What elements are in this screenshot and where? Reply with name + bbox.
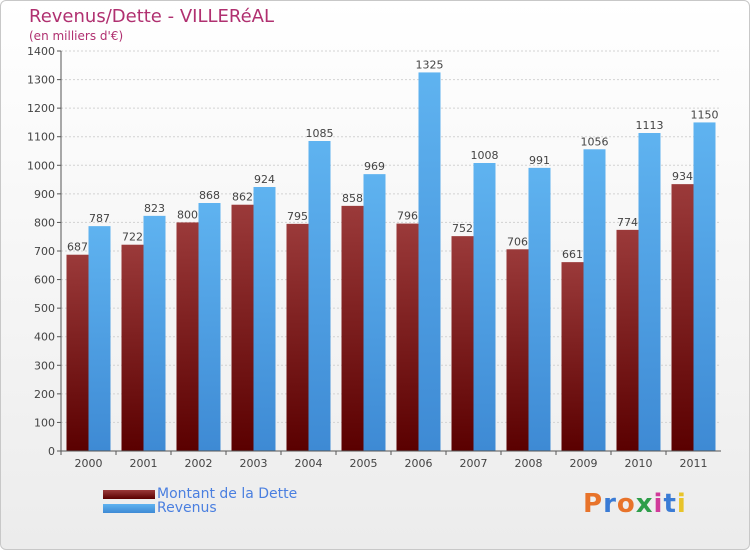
data-label-dette-2003: 862 [232,191,253,204]
data-label-dette-2004: 795 [287,210,308,223]
data-label-revenus-2003: 924 [254,173,275,186]
x-tick-label: 2000 [75,457,103,470]
chart-title: Revenus/Dette - VILLERéAL [29,6,274,27]
data-label-revenus-2009: 1056 [581,135,609,148]
bar-dette-2000 [66,254,89,451]
bar-dette-2006 [396,223,419,451]
bar-revenus-2002 [198,203,221,451]
bar-revenus-2004 [308,141,331,451]
bar-dette-2009 [561,262,584,451]
y-tick-label: 0 [48,445,55,458]
bar-revenus-2007 [473,163,496,451]
bar-revenus-2003 [253,187,276,451]
data-label-dette-2006: 796 [397,210,418,223]
bar-revenus-2000 [88,226,111,451]
y-tick-label: 900 [34,188,55,201]
data-label-dette-2001: 722 [122,231,143,244]
x-tick-label: 2010 [625,457,653,470]
data-label-dette-2002: 800 [177,208,198,221]
data-label-dette-2009: 661 [562,248,583,261]
data-label-dette-2007: 752 [452,222,473,235]
y-tick-label: 600 [34,274,55,287]
legend-swatch-revenus [103,504,155,513]
data-label-dette-2000: 687 [67,241,88,254]
x-tick-label: 2001 [130,457,158,470]
data-label-dette-2005: 858 [342,192,363,205]
bar-dette-2010 [616,229,639,451]
y-tick-label: 100 [34,416,55,429]
proxiti-logo: Proxiti [583,489,687,519]
legend-label-dette: Montant de la Dette [157,486,298,502]
bar-dette-2008 [506,249,529,451]
bar-dette-2003 [231,204,254,451]
y-tick-label: 1300 [27,74,55,87]
data-label-dette-2008: 706 [507,235,528,248]
bar-revenus-2001 [143,215,166,451]
bar-dette-2011 [671,184,694,451]
bar-revenus-2011 [693,122,716,451]
bar-dette-2004 [286,223,309,451]
x-tick-label: 2005 [350,457,378,470]
data-label-revenus-2005: 969 [364,160,385,173]
y-tick-label: 500 [34,302,55,315]
data-label-dette-2011: 934 [672,170,693,183]
y-tick-label: 1000 [27,159,55,172]
data-label-revenus-2010: 1113 [636,119,664,132]
x-tick-label: 2009 [570,457,598,470]
x-tick-label: 2004 [295,457,323,470]
x-tick-label: 2006 [405,457,433,470]
chart-subtitle: (en milliers d'€) [29,29,124,43]
data-label-revenus-2006: 1325 [416,58,444,71]
y-tick-label: 1100 [27,131,55,144]
x-tick-label: 2007 [460,457,488,470]
y-tick-label: 1400 [27,45,55,58]
y-tick-label: 800 [34,216,55,229]
x-tick-label: 2011 [680,457,708,470]
bar-revenus-2008 [528,167,551,451]
legend-label-revenus: Revenus [157,500,217,516]
bar-revenus-2009 [583,149,606,452]
bar-revenus-2006 [418,72,441,451]
data-label-revenus-2001: 823 [144,202,165,215]
y-tick-label: 200 [34,388,55,401]
bar-revenus-2010 [638,133,661,451]
data-label-revenus-2002: 868 [199,189,220,202]
x-tick-label: 2008 [515,457,543,470]
data-label-revenus-2008: 991 [529,154,550,167]
data-label-revenus-2000: 787 [89,212,110,225]
x-tick-label: 2003 [240,457,268,470]
y-tick-label: 700 [34,245,55,258]
bar-dette-2005 [341,205,364,451]
bar-revenus-2005 [363,174,386,451]
y-tick-label: 300 [34,359,55,372]
bar-dette-2002 [176,222,199,451]
x-tick-label: 2002 [185,457,213,470]
legend-swatch-dette [103,490,155,499]
bar-dette-2007 [451,236,474,451]
bar-dette-2001 [121,244,144,451]
y-tick-label: 400 [34,331,55,344]
data-label-revenus-2004: 1085 [306,127,334,140]
data-label-dette-2010: 774 [617,216,638,229]
data-label-revenus-2007: 1008 [471,149,499,162]
y-tick-label: 1200 [27,102,55,115]
data-label-revenus-2011: 1150 [691,108,719,121]
